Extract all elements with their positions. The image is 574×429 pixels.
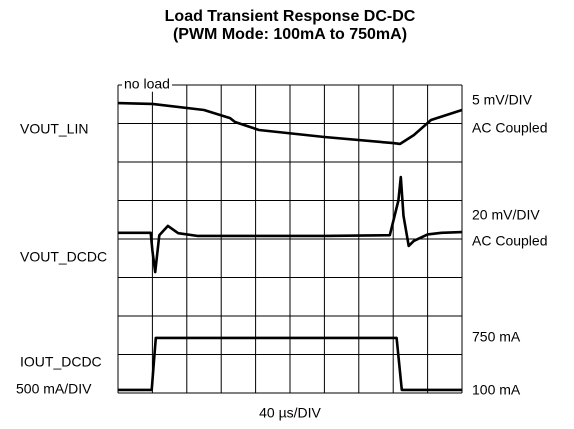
annotation: AC Coupled: [472, 120, 548, 136]
x-axis-label: 40 µs/DIV: [259, 405, 321, 421]
annotation: 100 mA: [472, 382, 521, 398]
annotation: 500 mA/DIV: [16, 381, 92, 397]
annotation: no load: [124, 76, 170, 92]
annotation: AC Coupled: [472, 233, 548, 249]
chart-subtitle: (PWM Mode: 100mA to 750mA): [173, 26, 407, 43]
series-label: VOUT_DCDC: [20, 249, 107, 265]
series-label: VOUT_LIN: [20, 121, 88, 137]
annotation: 750 mA: [472, 329, 521, 345]
label-background: [122, 75, 172, 92]
annotation: 5 mV/DIV: [472, 92, 533, 108]
chart-title: Load Transient Response DC-DC: [165, 8, 416, 25]
trace: [117, 101, 463, 146]
annotation: 20 mV/DIV: [472, 207, 540, 223]
trace: [118, 175, 463, 274]
series-label: IOUT_DCDC: [20, 354, 102, 370]
trace: [118, 336, 462, 392]
